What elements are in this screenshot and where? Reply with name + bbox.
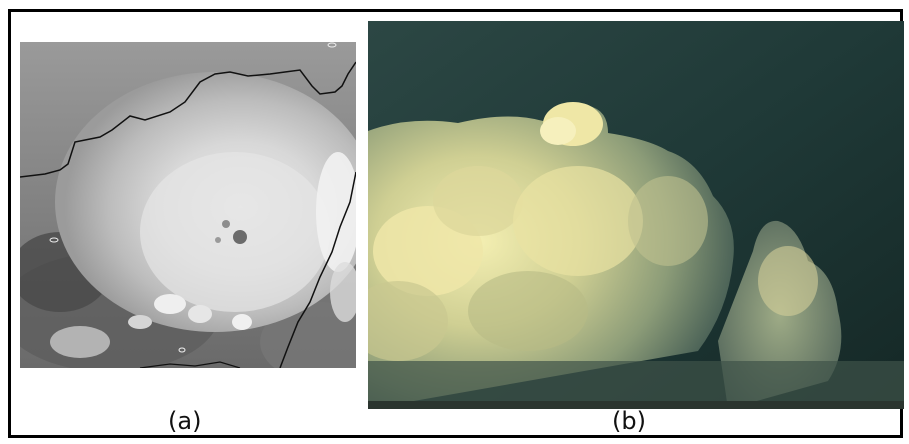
caption-a: (a) [168,407,202,435]
cloud-photograph [368,21,904,409]
satellite-image-panel [20,42,356,368]
satellite-image [20,42,356,368]
cloud-photograph-panel [368,21,904,409]
caption-b: (b) [612,407,646,435]
